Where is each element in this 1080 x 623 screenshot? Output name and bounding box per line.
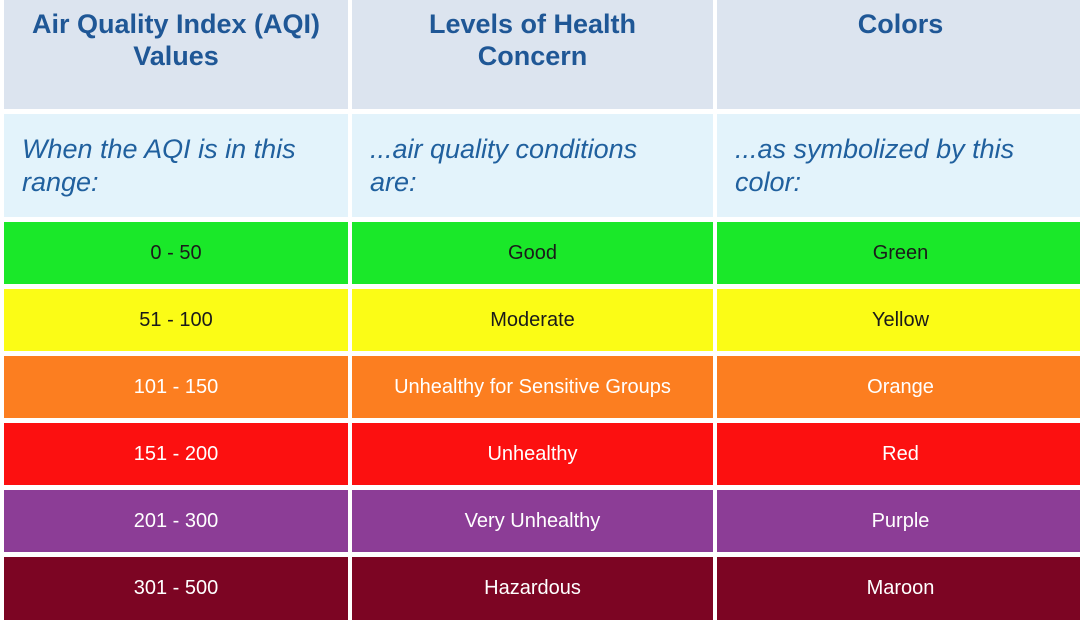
header-colors-line1: Colors [857, 9, 944, 39]
header-health-concern-text: Levels of Health Concern [429, 8, 636, 72]
row-good-range: 0 - 50 [4, 222, 348, 284]
subheader-range-text: When the AQI is in this range: [22, 133, 296, 199]
row-sensitive-color: Orange [717, 356, 1080, 418]
subheader-color: ...as symbolized by this color: [717, 114, 1080, 217]
row-good-color: Green [717, 222, 1080, 284]
row-very-unhealthy-level: Very Unhealthy [352, 490, 713, 552]
subheader-range: When the AQI is in this range: [4, 114, 348, 217]
row-hazardous-range: 301 - 500 [4, 557, 348, 620]
header-aqi-values-text: Air Quality Index (AQI) Values [32, 8, 320, 72]
row-hazardous-level: Hazardous [352, 557, 713, 620]
header-health-concern: Levels of Health Concern [352, 0, 713, 109]
subheader-conditions-text: ...air quality conditions are: [370, 133, 637, 199]
row-unhealthy-level: Unhealthy [352, 423, 713, 485]
subheader-range-line2: range: [22, 166, 99, 197]
header-health-concern-line1: Levels of Health [428, 9, 637, 39]
header-aqi-values: Air Quality Index (AQI) Values [4, 0, 348, 109]
row-hazardous-color: Maroon [717, 557, 1080, 620]
subheader-range-line1: When the AQI is in this [22, 133, 296, 164]
row-moderate-level: Moderate [352, 289, 713, 351]
row-sensitive-level: Unhealthy for Sensitive Groups [352, 356, 713, 418]
subheader-color-line2: color: [735, 166, 802, 197]
subheader-conditions-line1: ...air quality conditions [370, 133, 638, 164]
subheader-conditions: ...air quality conditions are: [352, 114, 713, 217]
header-health-concern-line2: Concern [477, 41, 588, 71]
row-unhealthy-color: Red [717, 423, 1080, 485]
row-moderate-color: Yellow [717, 289, 1080, 351]
row-very-unhealthy-range: 201 - 300 [4, 490, 348, 552]
row-good-level: Good [352, 222, 713, 284]
row-very-unhealthy-color: Purple [717, 490, 1080, 552]
subheader-conditions-line2: are: [370, 166, 417, 197]
header-colors: Colors [717, 0, 1080, 109]
subheader-color-line1: ...as symbolized by this [735, 133, 1015, 164]
header-aqi-values-line1: Air Quality Index (AQI) [31, 9, 321, 39]
row-moderate-range: 51 - 100 [4, 289, 348, 351]
header-aqi-values-line2: Values [133, 41, 219, 71]
header-colors-text: Colors [858, 8, 944, 40]
row-sensitive-range: 101 - 150 [4, 356, 348, 418]
row-unhealthy-range: 151 - 200 [4, 423, 348, 485]
subheader-color-text: ...as symbolized by this color: [735, 133, 1014, 199]
